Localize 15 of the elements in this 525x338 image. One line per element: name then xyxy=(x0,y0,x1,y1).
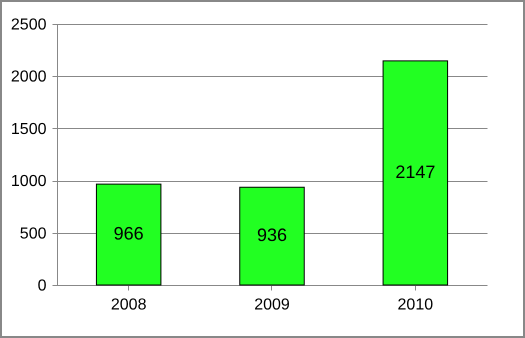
y-tick-label: 2500 xyxy=(10,16,47,34)
y-tick-label: 2000 xyxy=(10,68,47,86)
y-tick-label: 1000 xyxy=(10,173,47,190)
bar xyxy=(382,60,448,286)
x-tick-label: 2010 xyxy=(398,296,434,314)
y-tick-label: 500 xyxy=(20,225,47,242)
bar xyxy=(96,184,162,286)
x-tick-label: 2008 xyxy=(110,296,147,314)
data-label: 2147 xyxy=(395,162,436,182)
data-label: 966 xyxy=(114,224,144,244)
y-tick-label: 0 xyxy=(38,278,47,294)
data-label: 936 xyxy=(256,225,288,246)
y-tick-label: 1500 xyxy=(10,120,47,138)
x-tick-label: 2009 xyxy=(254,296,290,314)
bar xyxy=(239,186,305,286)
